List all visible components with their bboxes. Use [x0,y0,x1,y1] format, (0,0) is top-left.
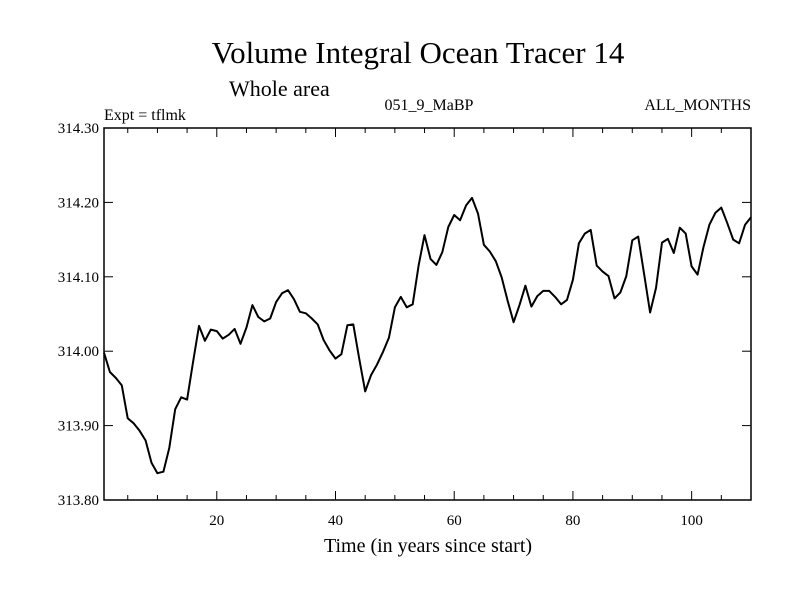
y-ticks-group: 313.80 313.90 314.00 314.10 314.20 314.30 [58,121,751,509]
x-tick-label: 100 [680,513,703,529]
x-axis-label: Time (in years since start) [324,535,532,557]
x-ticks-group: 20 40 60 80 100 [127,128,752,529]
run-label: 051_9_MaBP [385,97,474,114]
y-tick-label: 313.90 [58,419,99,435]
data-line [103,196,752,475]
x-tick-label: 40 [328,513,343,529]
y-tick-label: 313.80 [58,493,99,509]
y-tick-label: 314.20 [58,195,99,211]
y-tick-label: 314.00 [58,344,99,360]
x-tick-label: 60 [447,513,462,529]
chart-title: Volume Integral Ocean Tracer 14 [212,35,625,70]
y-tick-label: 314.30 [58,121,99,137]
x-tick-label: 80 [565,513,580,529]
x-tick-label: 20 [209,513,224,529]
chart-subtitle: Whole area [229,76,330,101]
expt-label: Expt = tflmk [104,107,186,124]
plot-frame [103,127,752,501]
y-tick-label: 314.10 [58,270,99,286]
months-label: ALL_MONTHS [644,97,751,114]
